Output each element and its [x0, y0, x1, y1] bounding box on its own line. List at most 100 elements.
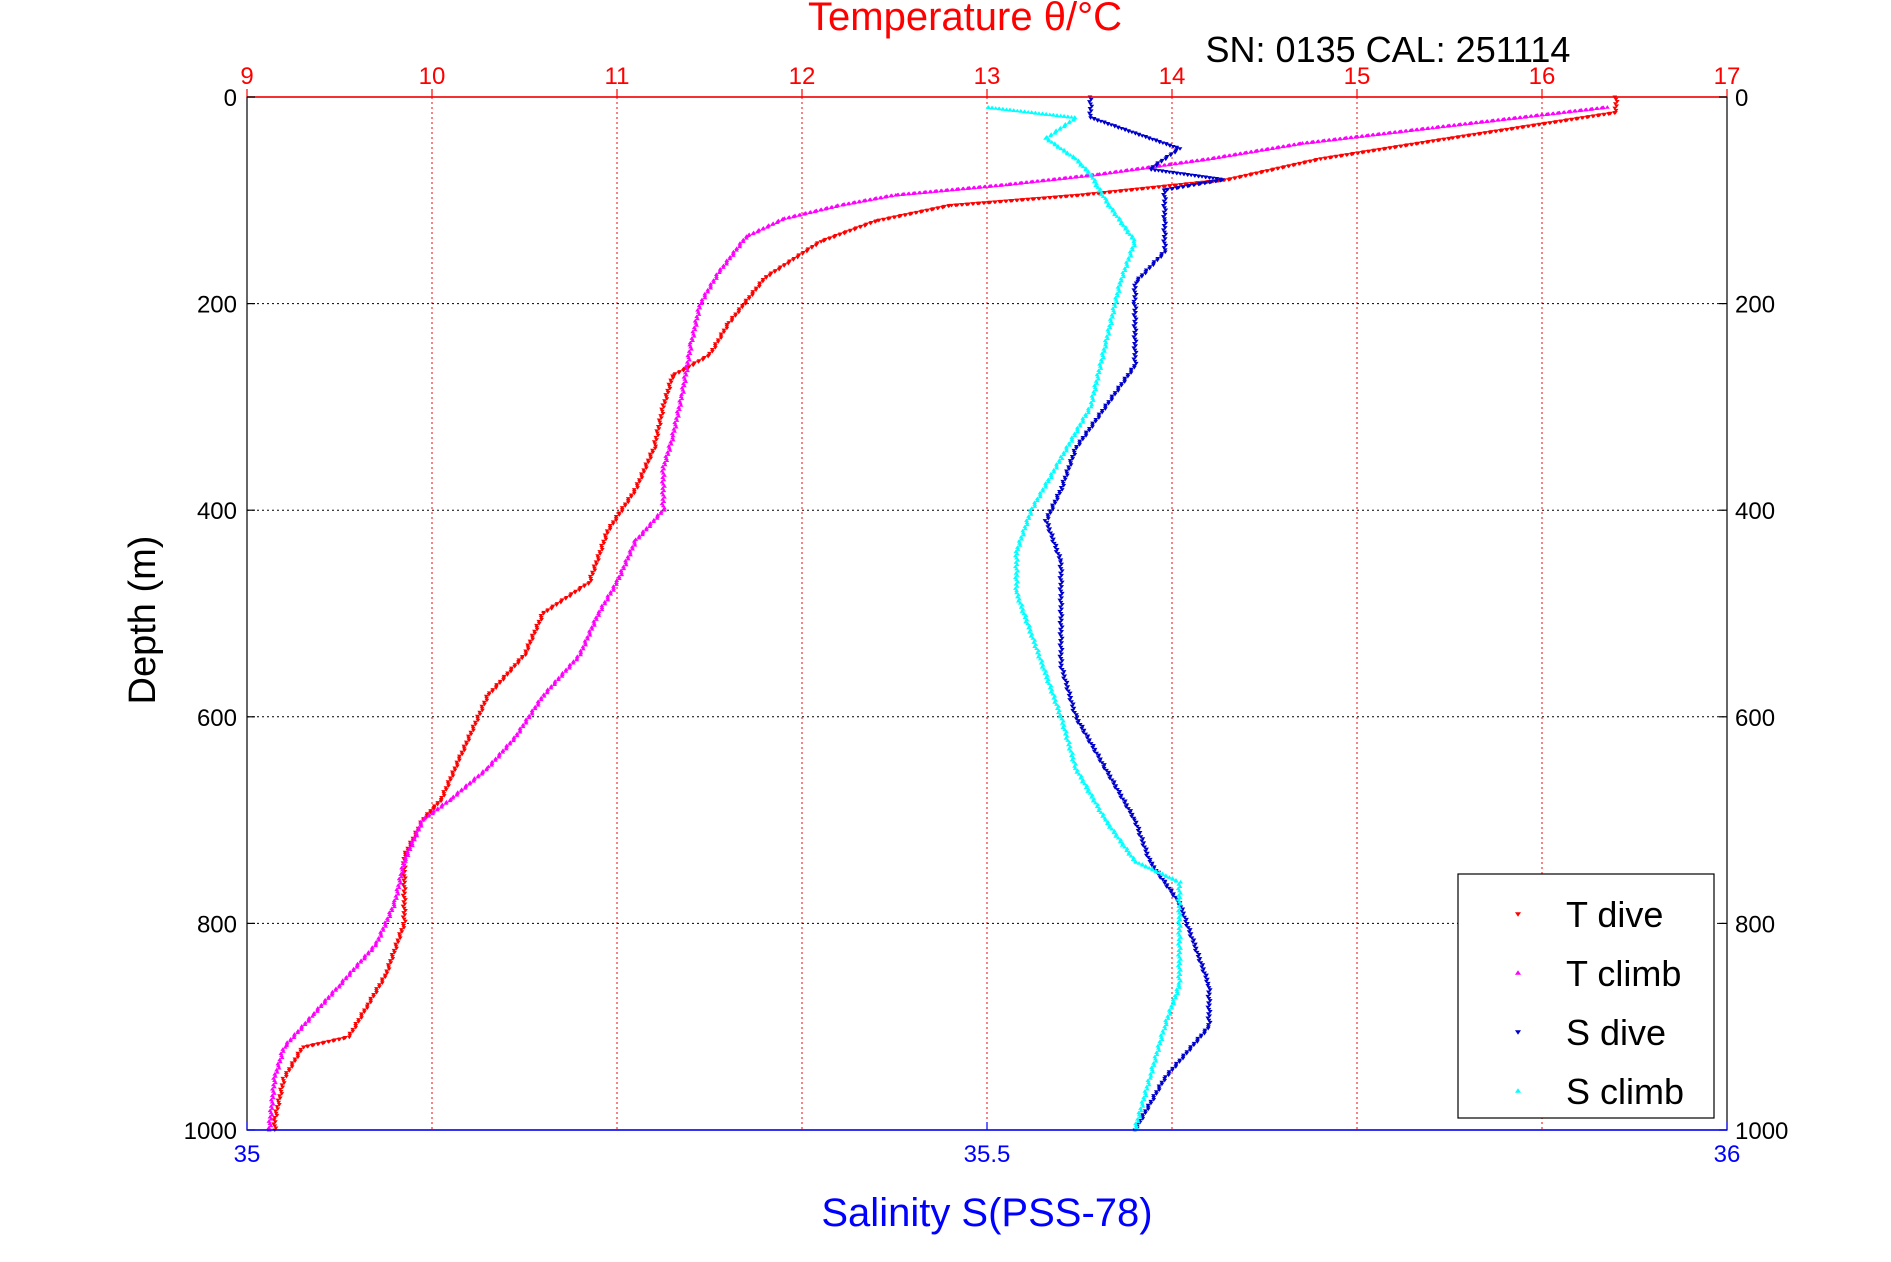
data-point — [721, 330, 727, 335]
data-point — [724, 324, 730, 329]
data-point — [632, 540, 638, 545]
data-point — [682, 377, 688, 381]
data-point — [1177, 917, 1183, 922]
data-point — [880, 218, 886, 222]
data-point — [1498, 129, 1503, 133]
data-point — [1039, 665, 1045, 669]
data-point — [727, 254, 733, 259]
data-point — [393, 944, 399, 949]
data-point — [266, 1125, 272, 1130]
data-point — [378, 930, 383, 934]
data-point — [597, 552, 603, 556]
data-point — [1076, 719, 1081, 723]
data-point — [383, 924, 389, 928]
data-point — [1226, 178, 1232, 182]
data-point — [1207, 1003, 1212, 1008]
data-point — [407, 845, 413, 850]
data-point — [818, 240, 824, 244]
data-point — [1126, 850, 1132, 854]
data-point — [602, 599, 608, 604]
data-point — [1198, 1035, 1204, 1039]
data-point — [1069, 437, 1075, 441]
data-point — [306, 1019, 311, 1023]
data-point — [695, 307, 700, 312]
data-point — [529, 633, 535, 638]
data-point — [443, 786, 449, 790]
data-point — [1015, 598, 1021, 603]
data-point — [295, 1053, 301, 1058]
depth-tick-label-right: 200 — [1735, 292, 1775, 319]
data-point — [274, 1067, 280, 1072]
data-point — [1424, 140, 1430, 145]
data-point — [1408, 143, 1414, 147]
data-point — [1052, 700, 1058, 704]
data-point — [1041, 667, 1047, 671]
data-point — [398, 881, 403, 885]
data-point — [1049, 140, 1055, 144]
data-point — [670, 376, 676, 381]
data-point — [366, 950, 371, 954]
data-point — [554, 603, 559, 607]
data-point — [529, 711, 535, 716]
data-point — [659, 409, 665, 414]
data-point — [1086, 740, 1092, 744]
data-point — [1151, 1063, 1157, 1067]
data-point — [532, 704, 538, 709]
data-point — [1132, 283, 1137, 288]
data-point — [902, 213, 908, 218]
data-point — [1184, 917, 1189, 922]
data-point — [400, 904, 406, 909]
data-point — [535, 699, 541, 703]
data-point — [681, 383, 687, 388]
data-point — [1025, 197, 1030, 202]
data-point — [576, 588, 582, 593]
data-point — [1178, 879, 1183, 884]
data-point — [1083, 732, 1089, 737]
data-point — [779, 217, 785, 222]
data-point — [269, 1106, 275, 1110]
data-point — [1587, 107, 1593, 111]
data-point — [1024, 520, 1030, 525]
data-point — [1129, 235, 1135, 240]
data-point — [643, 527, 649, 532]
data-point — [1080, 416, 1086, 420]
data-point — [475, 716, 481, 721]
data-point — [1385, 131, 1391, 135]
data-point — [1077, 723, 1083, 727]
data-point — [888, 193, 894, 198]
data-point — [280, 1085, 286, 1090]
data-point — [517, 728, 523, 732]
data-point — [737, 244, 743, 249]
data-point — [655, 431, 660, 436]
data-point — [1113, 295, 1118, 300]
data-point — [616, 574, 622, 579]
data-point — [1128, 253, 1134, 258]
data-point — [1092, 747, 1098, 752]
data-point — [269, 1112, 275, 1117]
data-point — [1124, 262, 1130, 266]
data-point — [646, 460, 651, 465]
data-point — [1094, 804, 1100, 809]
data-point — [1131, 357, 1137, 362]
data-point — [683, 364, 689, 368]
data-point — [350, 1027, 356, 1032]
data-point — [486, 693, 492, 697]
data-point — [1044, 112, 1049, 116]
data-point — [470, 726, 476, 731]
data-point — [1320, 138, 1325, 143]
data-point — [1441, 137, 1447, 142]
data-point — [396, 932, 402, 936]
data-point — [1142, 1109, 1148, 1114]
data-point — [708, 285, 714, 290]
data-point — [1196, 182, 1202, 187]
data-point — [1111, 828, 1117, 833]
data-point — [1080, 437, 1086, 442]
data-point — [1157, 1041, 1163, 1046]
data-point — [414, 831, 419, 836]
data-point — [1582, 107, 1588, 112]
data-point — [1031, 640, 1037, 644]
data-point — [1344, 153, 1349, 158]
data-point — [1062, 674, 1068, 679]
data-point — [1048, 133, 1053, 138]
